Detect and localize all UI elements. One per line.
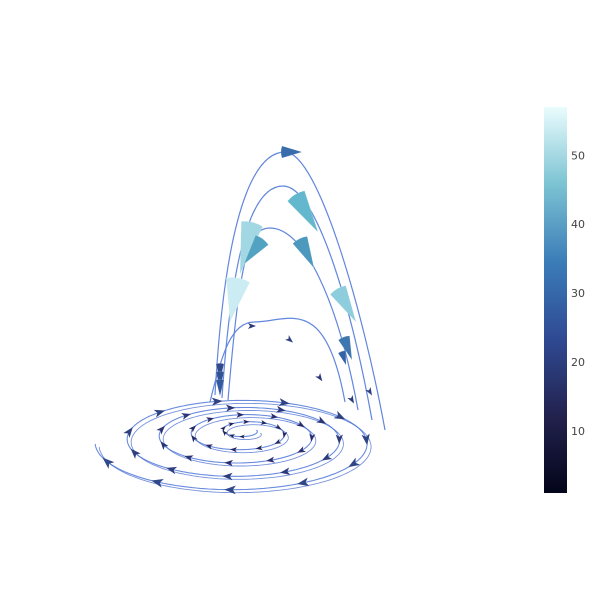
rising-streamtube [209, 317, 346, 403]
spiral-cone [333, 410, 346, 420]
spiral-cone [102, 457, 115, 469]
spiral-cone [321, 452, 333, 461]
spiral-cone [228, 434, 235, 439]
spiral-cone [160, 441, 169, 451]
arch-cone [365, 387, 372, 396]
rising-streamtube [221, 185, 373, 421]
spiral-cone [225, 404, 236, 412]
spiral-cone [222, 430, 228, 437]
cone-large [287, 190, 319, 233]
cone-large [243, 234, 269, 265]
spiral-cone [184, 455, 194, 462]
cone-large [338, 335, 353, 361]
colorbar-ticks: 10 20 30 40 50 [571, 149, 585, 438]
spiral-cone [130, 448, 141, 459]
spiral-cone [260, 419, 268, 425]
spiral-cone [239, 434, 245, 439]
cone-large [280, 145, 303, 159]
spiral-cone [243, 419, 250, 425]
spiral-cone [206, 417, 215, 423]
spiral-cone [348, 457, 361, 468]
spiral-cone [297, 446, 306, 453]
colorbar-bar [544, 107, 567, 493]
cone-large [292, 236, 315, 269]
spiral-cone [228, 422, 235, 427]
spiral-cone [255, 445, 263, 451]
spiral-cone [224, 459, 234, 467]
spiral-cone [230, 447, 238, 453]
spiral-cone [282, 431, 288, 439]
spiral-cone [205, 444, 214, 450]
spiral-cone [211, 397, 223, 406]
spiral-cone [123, 427, 133, 438]
spiral-cone [297, 477, 310, 487]
spiral-cone [278, 398, 290, 407]
spiral-cone [296, 420, 305, 428]
spiral-cone [274, 423, 282, 430]
arch-cone [248, 323, 256, 329]
spiral-cone [156, 425, 165, 435]
colorbar-tick-label: 50 [571, 149, 585, 162]
spiral-cone [236, 412, 245, 418]
spiral-cone [275, 405, 286, 413]
colorbar-tick-label: 10 [571, 425, 585, 438]
spiral-streamtube-2 [98, 402, 372, 494]
spiral-cone [335, 434, 343, 445]
spiral-cone [153, 409, 166, 418]
spiral-cone [222, 472, 233, 481]
spiral-cone [181, 413, 191, 420]
colorbar-tick-label: 40 [571, 218, 585, 231]
spiral-cone [361, 433, 370, 446]
spiral-cone [309, 433, 316, 442]
spiral-cone [269, 413, 279, 419]
arch-cone [347, 395, 354, 404]
spiral-cone [188, 425, 197, 433]
cone-root [215, 379, 225, 397]
spiral-cone [151, 479, 164, 488]
spiral-cone [166, 466, 178, 475]
colorbar-tick-label: 20 [571, 356, 585, 369]
arch-cone [285, 335, 294, 343]
spiral-cone [220, 425, 226, 432]
colorbar: 10 20 30 40 50 [544, 107, 585, 493]
spiral-cone [224, 485, 236, 495]
plot-scene [94, 145, 386, 495]
spiral-cone [279, 467, 291, 475]
cone-large [337, 350, 347, 366]
cone-large [329, 285, 357, 323]
spiral-cone [316, 416, 327, 424]
arch-cone [315, 373, 323, 382]
cone-large [225, 277, 251, 323]
spiral-cone [274, 438, 282, 444]
spiral-cone [191, 434, 198, 443]
colorbar-tick-label: 30 [571, 287, 585, 300]
spiral-cone [266, 456, 275, 463]
